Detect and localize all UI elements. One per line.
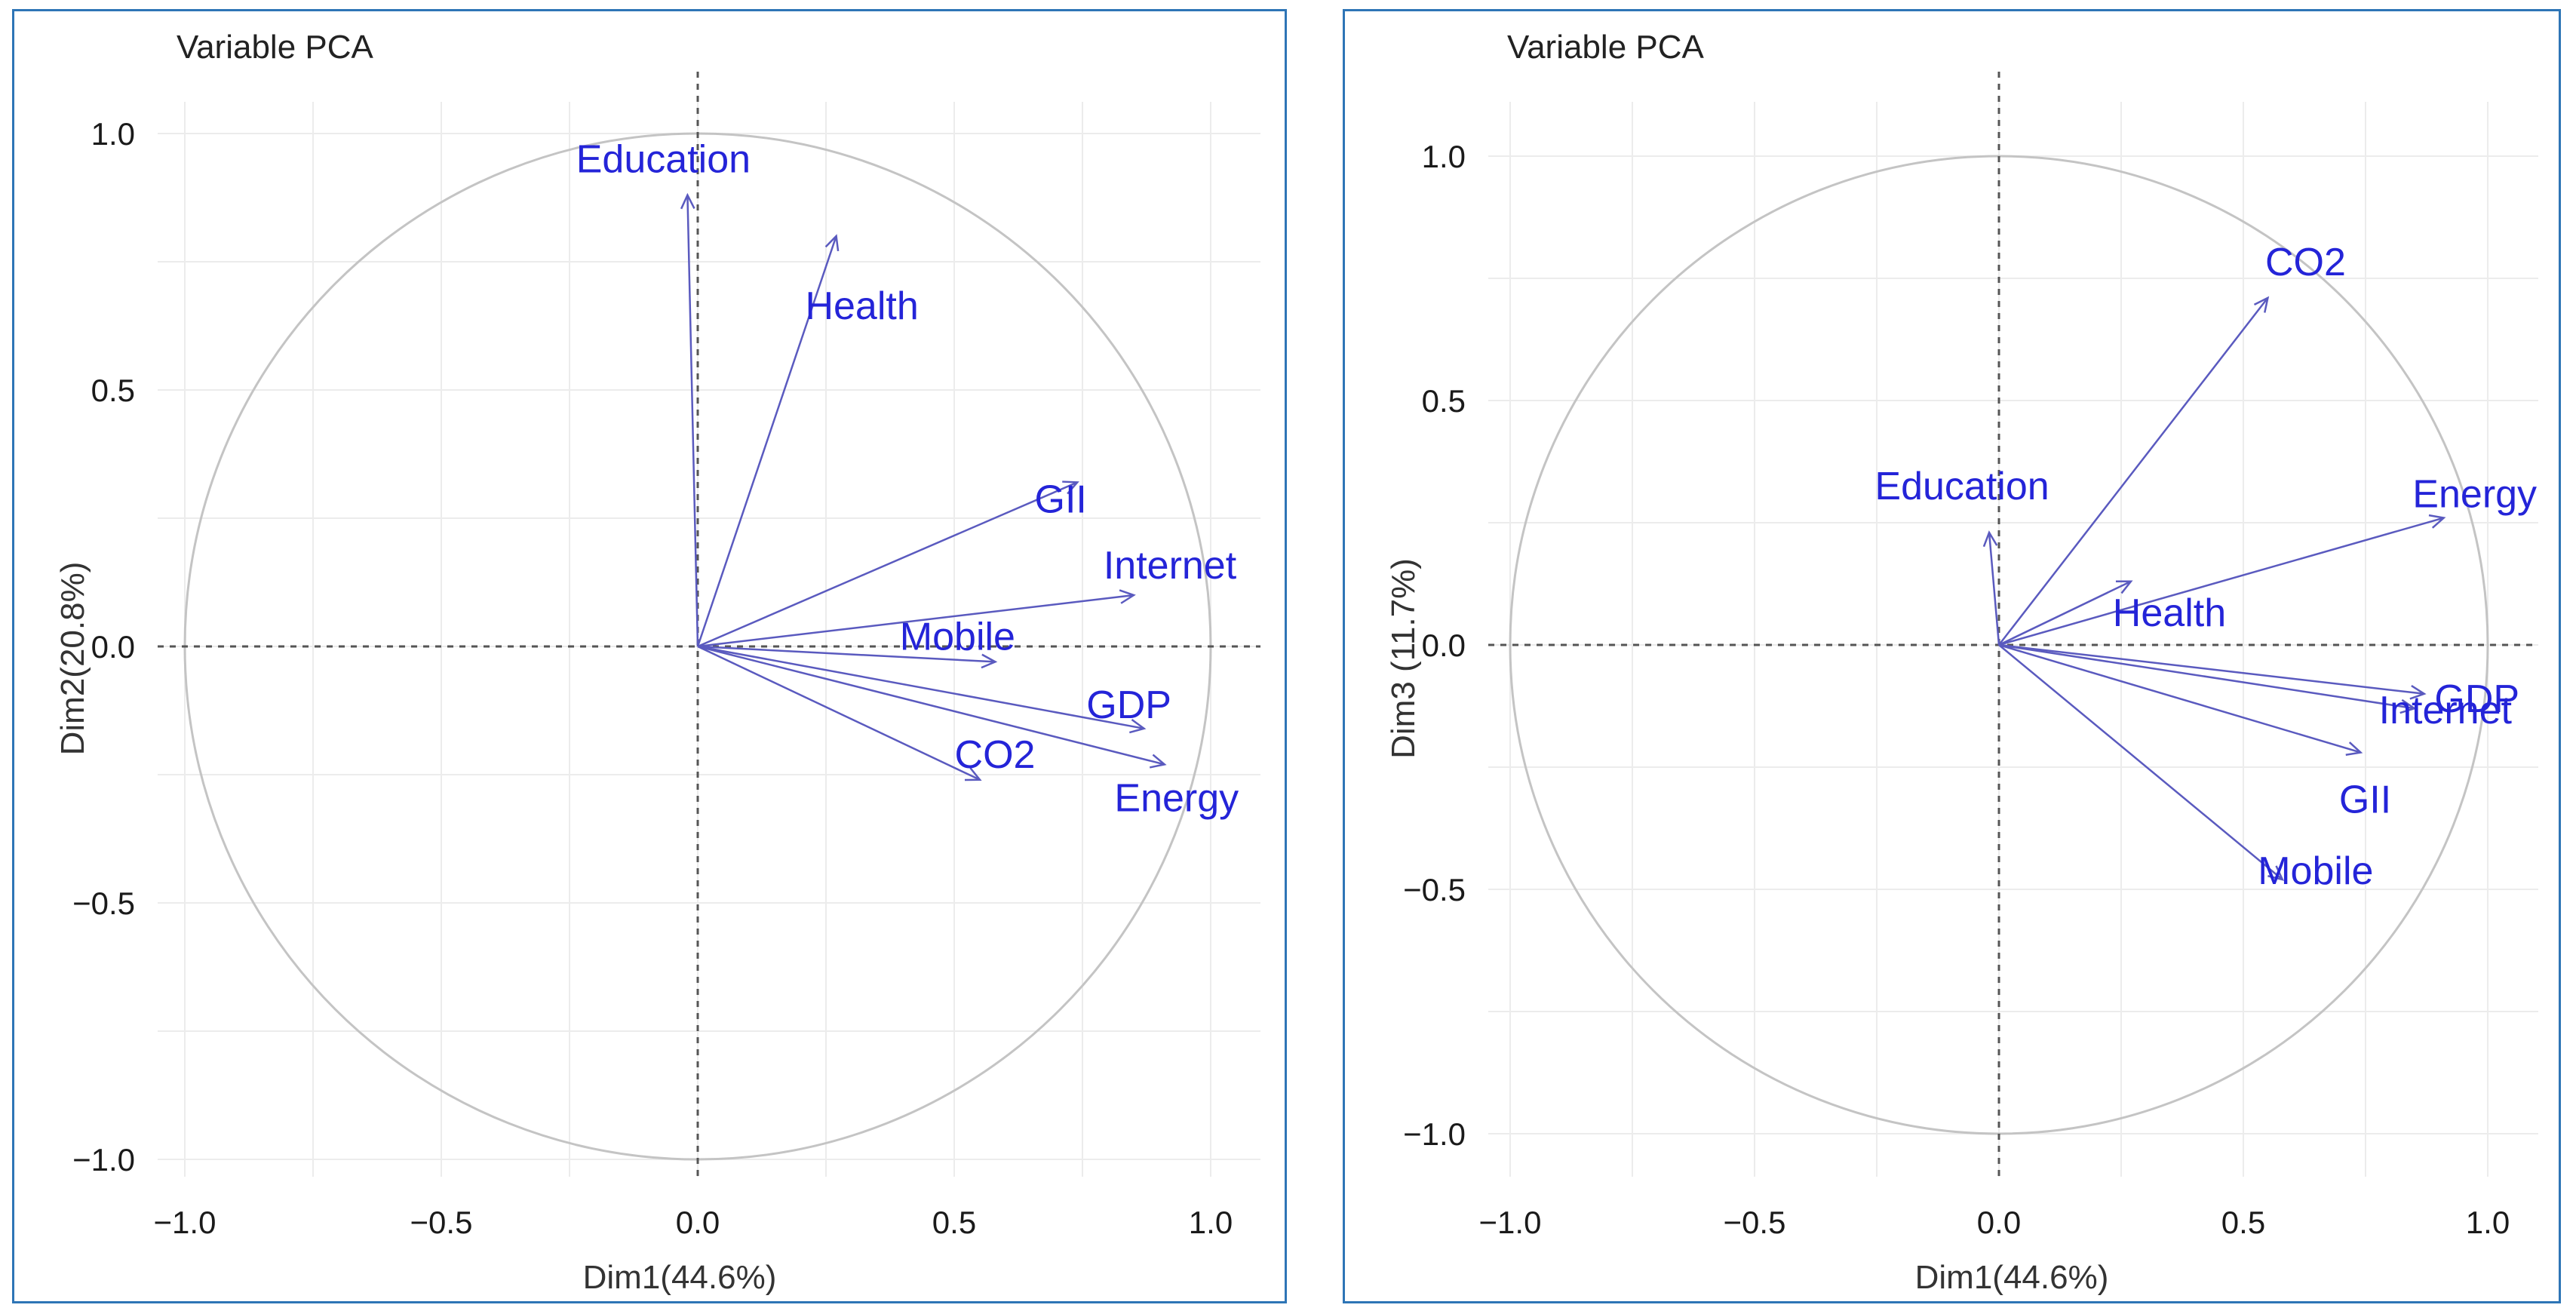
y-tick-label: 0.5 (91, 373, 135, 408)
chart-title: Variable PCA (1507, 29, 1705, 66)
y-tick-label: −1.0 (1403, 1116, 1466, 1152)
arrow-health (696, 235, 837, 647)
y-tick-label: 0.5 (1422, 383, 1466, 419)
pca-panel-dim1-dim2: Variable PCA Dim1(44.6%) Dim2(20.8%) −1.… (12, 9, 1287, 1303)
variable-label-energy: Energy (2412, 473, 2537, 517)
arrow-internet (697, 594, 1134, 648)
variable-label-education: Education (1874, 465, 2049, 508)
variable-label-gdp: GDP (2434, 677, 2519, 721)
variable-label-mobile: Mobile (2258, 849, 2373, 893)
arrow-co2 (697, 645, 981, 781)
arrowhead-gdp (2409, 685, 2427, 700)
variable-label-co2: CO2 (955, 733, 1036, 777)
x-tick-label: 0.5 (2221, 1205, 2265, 1240)
arrowhead-mobile (2267, 865, 2285, 881)
variable-label-co2: CO2 (2265, 241, 2346, 284)
arrow-education (1988, 532, 2000, 646)
arrow-mobile (697, 645, 996, 663)
x-tick-label: −0.5 (410, 1205, 473, 1240)
arrowhead-health (2115, 580, 2133, 594)
variable-label-internet: Internet (2379, 689, 2513, 732)
x-tick-label: −1.0 (1479, 1205, 1542, 1240)
arrow-gdp (697, 645, 1144, 730)
x-tick-label: 0.0 (676, 1205, 720, 1240)
y-tick-label: 1.0 (91, 116, 135, 152)
x-axis-label: Dim1(44.6%) (583, 1259, 777, 1296)
variable-label-internet: Internet (1104, 544, 1237, 588)
y-tick-label: 0.0 (1422, 628, 1466, 663)
arrow-energy (697, 645, 1165, 766)
x-tick-label: −1.0 (154, 1205, 216, 1240)
y-tick-label: −1.0 (72, 1142, 135, 1177)
arrow-gdp (1998, 643, 2424, 695)
arrow-mobile (1998, 644, 2283, 881)
arrowhead-internet (2399, 698, 2417, 714)
arrowhead-mobile (981, 653, 998, 669)
x-axis-label: Dim1(44.6%) (1915, 1259, 2109, 1296)
arrowhead-gdp (1128, 718, 1147, 734)
y-tick-label: −0.5 (72, 886, 135, 921)
arrow-gii (697, 481, 1078, 648)
arrowhead-education (1982, 530, 1998, 548)
x-tick-label: 0.0 (1977, 1205, 2021, 1240)
variable-label-mobile: Mobile (900, 615, 1015, 659)
y-axis-label: Dim2(20.8%) (54, 562, 91, 756)
variable-label-gdp: GDP (1086, 683, 1171, 727)
variable-label-health: Health (2113, 591, 2226, 635)
arrowhead-energy (1149, 754, 1167, 769)
pca-chart-dim1-dim3: Variable PCA Dim1(44.6%) Dim3 (11.7%) −1… (1385, 29, 2538, 1296)
variable-label-gii: GII (1035, 477, 1087, 521)
arrow-energy (1998, 517, 2445, 646)
x-tick-label: 1.0 (1189, 1205, 1233, 1240)
variable-label-education: Education (576, 138, 751, 182)
pca-panel-dim1-dim3: Variable PCA Dim1(44.6%) Dim3 (11.7%) −1… (1343, 9, 2561, 1303)
arrow-education (686, 195, 699, 647)
x-tick-label: −0.5 (1724, 1205, 1786, 1240)
arrowhead-gii (1062, 480, 1079, 495)
y-tick-label: 1.0 (1422, 139, 1466, 174)
y-tick-label: 0.0 (91, 629, 135, 665)
arrow-health (1998, 580, 2132, 646)
chart-title: Variable PCA (177, 29, 374, 66)
arrowhead-health (824, 234, 840, 252)
arrowhead-co2 (2253, 296, 2270, 313)
y-tick-label: −0.5 (1403, 872, 1466, 907)
x-tick-label: 1.0 (2466, 1205, 2510, 1240)
arrowhead-education (680, 192, 695, 210)
pca-chart-dim1-dim2: Variable PCA Dim1(44.6%) Dim2(20.8%) −1.… (54, 29, 1260, 1296)
arrowhead-co2 (964, 767, 982, 781)
variable-label-gii: GII (2339, 778, 2391, 822)
y-axis-label: Dim3 (11.7%) (1385, 558, 1422, 759)
arrow-gii (1998, 643, 2361, 754)
arrow-internet (1998, 643, 2415, 710)
variable-label-health: Health (805, 284, 918, 328)
arrow-co2 (1998, 297, 2269, 646)
arrowhead-gii (2345, 741, 2363, 757)
variable-label-energy: Energy (1114, 776, 1239, 820)
arrowhead-internet (1119, 589, 1136, 604)
x-tick-label: 0.5 (932, 1205, 976, 1240)
arrowhead-energy (2428, 514, 2446, 529)
